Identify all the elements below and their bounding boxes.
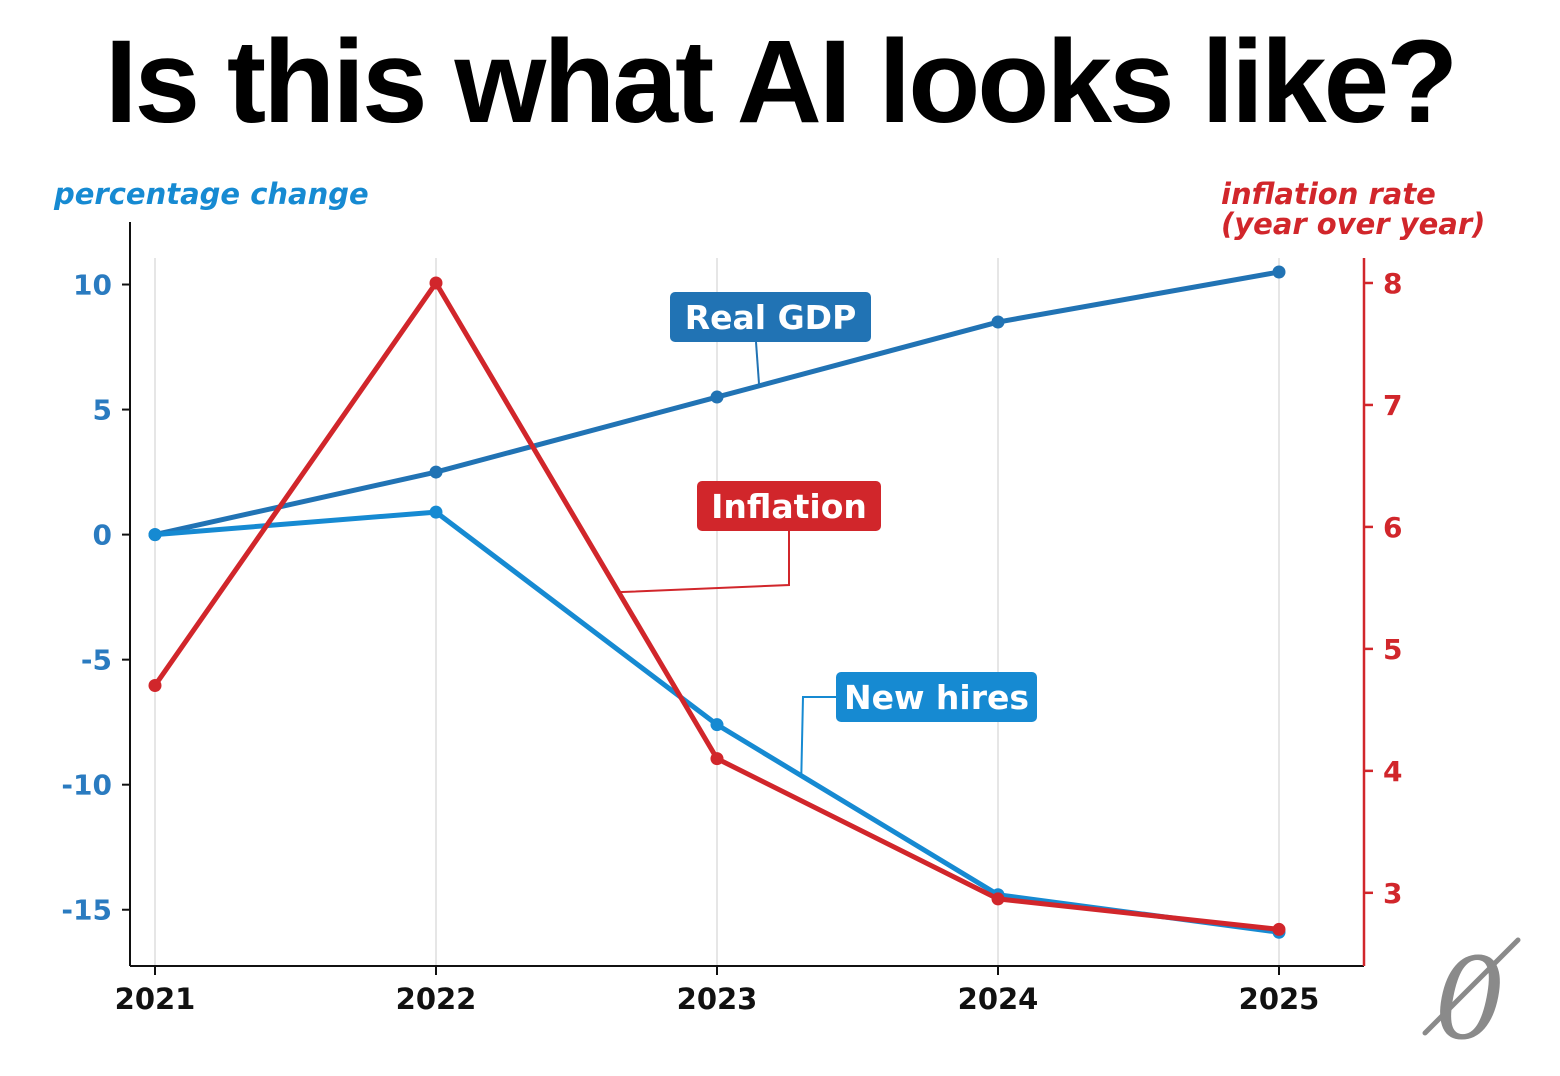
label-text-new-hires: New hires [844, 678, 1029, 717]
series-inflation [148, 276, 1286, 936]
left-tick-label: -15 [61, 894, 112, 927]
leader-new-hires [800, 696, 836, 776]
point-inflation-2022 [429, 276, 443, 290]
left-tick-label: -5 [81, 644, 112, 677]
label-box-new-hires [836, 672, 1037, 722]
point-inflation-2021 [148, 678, 162, 692]
series-labels: Real GDP New hires Inflation [670, 292, 1037, 722]
publisher-logo: 0 [1422, 935, 1521, 1065]
right-tick-label: 8 [1383, 267, 1402, 300]
grid-lines [154, 258, 1280, 966]
x-tick-label-2023: 2023 [677, 982, 758, 1016]
right-tick-label: 5 [1383, 633, 1402, 666]
point-real-gdp-2022 [429, 465, 443, 479]
label-box-real-gdp [670, 292, 871, 342]
chart-headline: Is this what AI looks like? [104, 16, 1459, 148]
right-tick-label: 7 [1383, 389, 1402, 422]
x-tick-label-2022: 2022 [396, 982, 477, 1016]
leader-real-gdp [755, 341, 761, 386]
label-box-inflation [697, 481, 881, 531]
right-tick-label: 4 [1383, 755, 1402, 788]
left-tick-label: -10 [61, 769, 112, 802]
label-inflation: Inflation [697, 481, 881, 531]
point-new-hires-2022 [429, 505, 443, 519]
tick-labels: 10 5 0 -5 -10 -15 8 7 6 5 4 3 2021 2022 2023 2024 2025 pe… [53, 177, 1485, 1016]
point-new-hires-2021 [148, 528, 162, 542]
left-tick-label: 10 [73, 269, 112, 302]
point-new-hires-2023 [710, 718, 724, 732]
point-inflation-2024 [991, 892, 1005, 906]
leader-inflation [618, 531, 790, 594]
x-tick-label-2024: 2024 [958, 982, 1039, 1016]
axes [122, 222, 1373, 975]
label-text-real-gdp: Real GDP [685, 298, 857, 337]
left-tick-label: 0 [93, 519, 112, 552]
right-tick-label: 3 [1383, 877, 1402, 910]
left-tick-label: 5 [93, 394, 112, 427]
right-tick-label: 6 [1383, 511, 1402, 544]
logo-zero: 0 [1434, 935, 1505, 1065]
point-real-gdp-2024 [991, 315, 1005, 329]
point-inflation-2023 [710, 752, 724, 766]
left-axis-title: percentage change [53, 177, 369, 211]
label-real-gdp: Real GDP [670, 292, 871, 342]
x-tick-label-2021: 2021 [115, 982, 196, 1016]
label-leader-lines [618, 341, 836, 776]
logo-slash [1422, 937, 1521, 1036]
series-lines [148, 265, 1286, 939]
point-real-gdp-2025 [1272, 265, 1286, 279]
x-tick-label-2025: 2025 [1239, 982, 1320, 1016]
right-axis-title-line: inflation rate [1221, 177, 1436, 211]
point-real-gdp-2023 [710, 390, 724, 404]
label-text-inflation: Inflation [711, 487, 867, 526]
right-axis-title-line: (year over year) [1221, 207, 1485, 241]
label-new-hires: New hires [836, 672, 1037, 722]
point-inflation-2025 [1272, 922, 1286, 936]
